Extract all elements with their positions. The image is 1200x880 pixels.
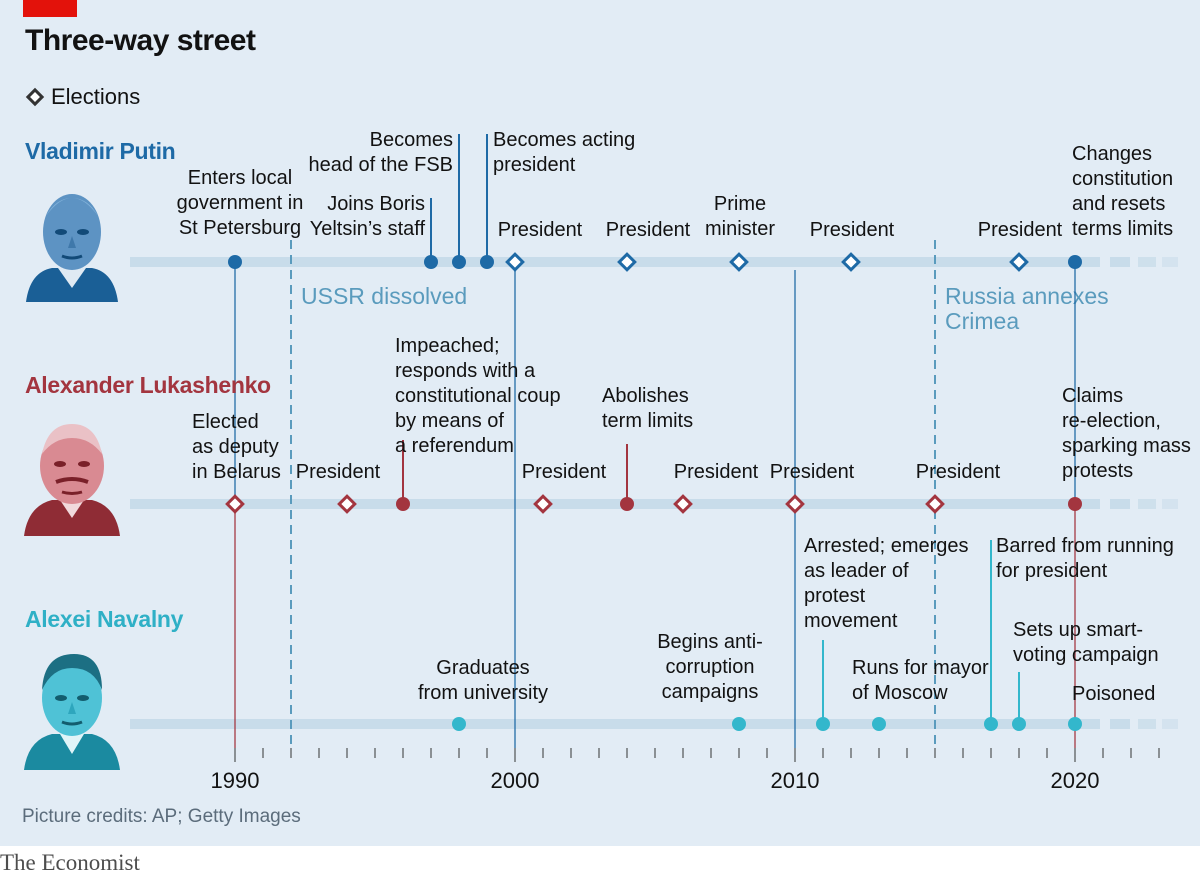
election-marker-lukashenko — [673, 494, 693, 514]
event-label-putin: President — [498, 219, 583, 241]
event-label-lukashenko: President — [916, 461, 1001, 483]
event-label-lukashenko: President — [522, 461, 607, 483]
event-dot-navalny — [816, 717, 830, 731]
election-marker-lukashenko — [925, 494, 945, 514]
event-dot-putin — [424, 255, 438, 269]
event-label-putin: Joins Boris Yeltsin’s staff — [310, 193, 426, 240]
event-label-navalny: Graduates from university — [418, 657, 548, 704]
election-marker-putin — [617, 252, 637, 272]
event-dot-lukashenko — [396, 497, 410, 511]
brand-red-bar — [23, 0, 77, 17]
axis-tick-label: 2010 — [771, 768, 820, 793]
legend-label: Elections — [51, 84, 141, 109]
diamond-marker-icon — [25, 87, 45, 107]
legend: Elections — [25, 84, 140, 110]
event-label-lukashenko: President — [296, 461, 381, 483]
event-label-putin: Becomes acting president — [493, 129, 635, 176]
event-dot-putin — [452, 255, 466, 269]
event-dot-navalny — [732, 717, 746, 731]
series-name-putin: Vladimir Putin — [25, 138, 176, 164]
chart-title: Three-way street — [25, 24, 256, 57]
axis-tick-label: 2020 — [1051, 768, 1100, 793]
event-label-navalny: Arrested; emerges as leader of protest move… — [804, 535, 969, 632]
event-label-putin: Prime minister — [705, 193, 775, 240]
series-name-navalny: Alexei Navalny — [25, 606, 184, 632]
chart-panel — [0, 0, 1200, 846]
event-label-lukashenko: Elected as deputy in Belarus — [192, 411, 281, 483]
series-name-lukashenko: Alexander Lukashenko — [25, 372, 271, 398]
election-marker-lukashenko — [225, 494, 245, 514]
event-label-putin: Becomes head of the FSB — [308, 129, 453, 176]
putin-portrait-icon — [26, 194, 118, 302]
election-marker-putin — [729, 252, 749, 272]
event-label-putin: Enters local government in St Petersburg — [177, 167, 304, 239]
election-marker-lukashenko — [337, 494, 357, 514]
event-label-navalny: Runs for mayor of Moscow — [852, 657, 989, 704]
event-label-putin: President — [606, 219, 691, 241]
event-label-lukashenko: Claims re-election, sparking mass protests — [1062, 385, 1191, 482]
election-marker-putin — [505, 252, 525, 272]
election-marker-putin — [841, 252, 861, 272]
election-marker-putin — [1009, 252, 1029, 272]
event-dot-putin — [1068, 255, 1082, 269]
event-label-lukashenko: President — [674, 461, 759, 483]
economist-brand: The Economist — [0, 850, 140, 875]
timeline-chart: 1990 2000 2010 2020 USSR dissolved Russia ann… — [130, 129, 1191, 793]
event-label-putin: Changes constitution and resets terms limit… — [1072, 143, 1173, 240]
event-label-lukashenko: President — [770, 461, 855, 483]
election-marker-lukashenko — [785, 494, 805, 514]
axis-tick-label: 2000 — [491, 768, 540, 793]
event-label-navalny: Begins anti-corruption campaigns — [657, 631, 763, 703]
event-label-navalny: Barred from running for president — [996, 535, 1174, 582]
event-label-lukashenko: Impeached; responds with a constitutional … — [395, 335, 561, 457]
event-dot-putin — [228, 255, 242, 269]
context-label: USSR dissolved — [301, 283, 467, 309]
context-label: Russia annexes Crimea — [945, 283, 1109, 334]
event-dot-navalny — [984, 717, 998, 731]
election-marker-lukashenko — [533, 494, 553, 514]
event-label-navalny: Sets up smart-voting campaign — [1013, 619, 1159, 666]
event-dot-putin — [480, 255, 494, 269]
event-dot-navalny — [1012, 717, 1026, 731]
event-label-lukashenko: Abolishes term limits — [602, 385, 693, 432]
event-label-putin: President — [810, 219, 895, 241]
event-dot-navalny — [452, 717, 466, 731]
event-dot-lukashenko — [1068, 497, 1082, 511]
event-label-navalny: Poisoned — [1072, 683, 1155, 705]
navalny-portrait-icon — [24, 654, 120, 770]
event-dot-navalny — [1068, 717, 1082, 731]
lukashenko-portrait-icon — [24, 424, 120, 536]
picture-credits: Picture credits: AP; Getty Images — [22, 806, 301, 827]
event-dot-lukashenko — [620, 497, 634, 511]
event-dot-navalny — [872, 717, 886, 731]
axis-tick-label: 1990 — [211, 768, 260, 793]
event-label-putin: President — [978, 219, 1063, 241]
